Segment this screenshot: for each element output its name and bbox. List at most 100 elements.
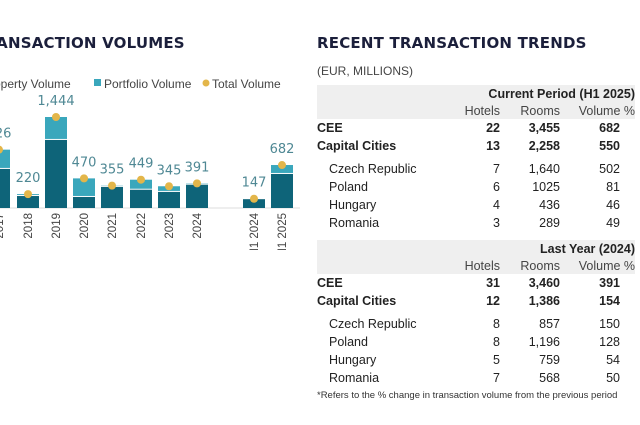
table-row: Hungary 4 436 46 bbox=[317, 196, 635, 214]
table-row: Hungary 5 759 54 bbox=[317, 351, 635, 369]
rooms-cell: 3,460 bbox=[528, 276, 560, 290]
x-tick-label: H1 2024 bbox=[249, 212, 261, 250]
data-label: 345 bbox=[157, 163, 182, 178]
rooms-cell: 1,196 bbox=[528, 335, 560, 349]
column-header: Hotels bbox=[442, 257, 500, 274]
property-volume-bar bbox=[17, 196, 39, 208]
total-volume-dot bbox=[0, 145, 3, 154]
table-title: RECENT TRANSACTION TRENDS bbox=[317, 34, 587, 52]
volume-cell: 81 bbox=[606, 180, 620, 194]
volume-cell: 154 bbox=[599, 294, 621, 308]
hotels-cell: 3 bbox=[493, 216, 500, 230]
hotels-cell: 31 bbox=[486, 276, 500, 290]
volume-cell: 502 bbox=[599, 162, 620, 176]
region-label: Poland bbox=[329, 180, 368, 194]
volume-cell: 50 bbox=[606, 371, 621, 385]
x-tick-label: 2023 bbox=[164, 213, 176, 239]
table-row: Czech Republic 8 857 150 bbox=[317, 315, 635, 333]
total-volume-dot bbox=[80, 174, 88, 183]
x-tick-label: 2024 bbox=[192, 212, 204, 238]
total-volume-dot bbox=[278, 161, 286, 170]
rooms-cell: 436 bbox=[539, 198, 560, 212]
last-year-table: Last Year (2024) Hotels Rooms Volume % CEE … bbox=[317, 240, 636, 387]
x-tick-label: 2022 bbox=[136, 213, 148, 239]
volume-cell: 128 bbox=[599, 335, 621, 349]
region-label: Romania bbox=[329, 216, 380, 230]
table-row: Capital Cities 13 2,258 550 bbox=[317, 137, 635, 155]
x-tick-label: 2017 bbox=[0, 213, 6, 239]
property-volume-bar bbox=[271, 173, 293, 208]
hotels-cell: 12 bbox=[486, 294, 500, 308]
legend-label: Portfolio Volume bbox=[104, 77, 192, 91]
rooms-cell: 568 bbox=[539, 371, 560, 385]
total-volume-dot bbox=[165, 182, 173, 191]
units-label: (EUR, MILLIONS) bbox=[317, 64, 414, 78]
hotels-cell: 6 bbox=[493, 180, 500, 194]
data-label: 926 bbox=[0, 127, 11, 142]
portfolio-volume-bar bbox=[73, 178, 95, 196]
column-header: Rooms bbox=[500, 257, 560, 274]
portfolio-volume-bar bbox=[130, 179, 152, 189]
data-label: 355 bbox=[100, 163, 125, 178]
chart-title: TRANSACTION VOLUMES bbox=[0, 34, 185, 52]
rooms-cell: 759 bbox=[539, 353, 560, 367]
hotels-cell: 4 bbox=[493, 198, 500, 212]
data-label: 391 bbox=[185, 160, 210, 175]
hotels-cell: 8 bbox=[493, 335, 500, 349]
volume-cell: 550 bbox=[599, 139, 620, 153]
region-label: Capital Cities bbox=[317, 139, 397, 153]
x-tick-label: 2019 bbox=[51, 213, 63, 239]
portfolio-volume-bar bbox=[45, 117, 67, 139]
rooms-cell: 2,258 bbox=[528, 139, 560, 153]
hotels-cell: 22 bbox=[486, 121, 500, 135]
region-label: Czech Republic bbox=[329, 317, 417, 331]
table-row: Capital Cities 12 1,386 154 bbox=[317, 292, 635, 310]
table-row: Romania 3 289 49 bbox=[317, 214, 635, 232]
column-header: Volume % bbox=[560, 257, 636, 274]
rooms-cell: 1,640 bbox=[528, 162, 560, 176]
hotels-cell: 8 bbox=[493, 317, 500, 331]
data-label: 220 bbox=[16, 171, 41, 186]
region-label: Hungary bbox=[329, 353, 377, 367]
table-row: CEE 22 3,455 682 bbox=[317, 119, 635, 137]
legend-marker bbox=[94, 79, 101, 86]
table-row: Poland 6 1025 81 bbox=[317, 178, 635, 196]
legend-marker bbox=[202, 79, 210, 87]
property-volume-bar bbox=[45, 139, 67, 208]
region-label: Poland bbox=[329, 335, 368, 349]
volume-cell: 682 bbox=[599, 121, 620, 135]
column-header: Hotels bbox=[442, 102, 500, 119]
volume-cell: 46 bbox=[606, 198, 620, 212]
table-row: Romania 7 568 50 bbox=[317, 369, 635, 387]
data-label: 682 bbox=[270, 142, 295, 157]
hotels-cell: 5 bbox=[493, 353, 500, 367]
volume-cell: 391 bbox=[599, 276, 621, 290]
volume-cell: 150 bbox=[599, 317, 621, 331]
total-volume-dot bbox=[108, 181, 116, 190]
data-label: 470 bbox=[72, 155, 97, 170]
column-header: Rooms bbox=[500, 102, 560, 119]
property-volume-bar bbox=[158, 191, 180, 208]
portfolio-volume-bar bbox=[0, 149, 10, 168]
property-volume-bar bbox=[101, 186, 123, 208]
region-label: Capital Cities bbox=[317, 294, 397, 308]
property-volume-bar bbox=[130, 189, 152, 208]
table-row: Czech Republic 7 1,640 502 bbox=[317, 160, 635, 178]
x-tick-label: 2021 bbox=[107, 213, 119, 239]
region-label: CEE bbox=[317, 276, 343, 290]
volume-cell: 54 bbox=[606, 353, 621, 367]
total-volume-dot bbox=[193, 179, 201, 188]
legend-label: Total Volume bbox=[212, 77, 281, 91]
x-tick-label: 2020 bbox=[79, 213, 91, 239]
rooms-cell: 857 bbox=[539, 317, 560, 331]
property-volume-bar bbox=[186, 184, 208, 208]
data-label: 449 bbox=[129, 157, 154, 172]
table-row: CEE 31 3,460 391 bbox=[317, 274, 635, 292]
rooms-cell: 3,455 bbox=[528, 121, 560, 135]
rooms-cell: 289 bbox=[539, 216, 560, 230]
period-header: Last Year (2024) bbox=[442, 240, 636, 257]
total-volume-dot bbox=[52, 113, 60, 121]
x-tick-label: 2018 bbox=[23, 213, 35, 239]
region-label: Romania bbox=[329, 371, 380, 385]
data-label: 1,444 bbox=[37, 94, 74, 109]
